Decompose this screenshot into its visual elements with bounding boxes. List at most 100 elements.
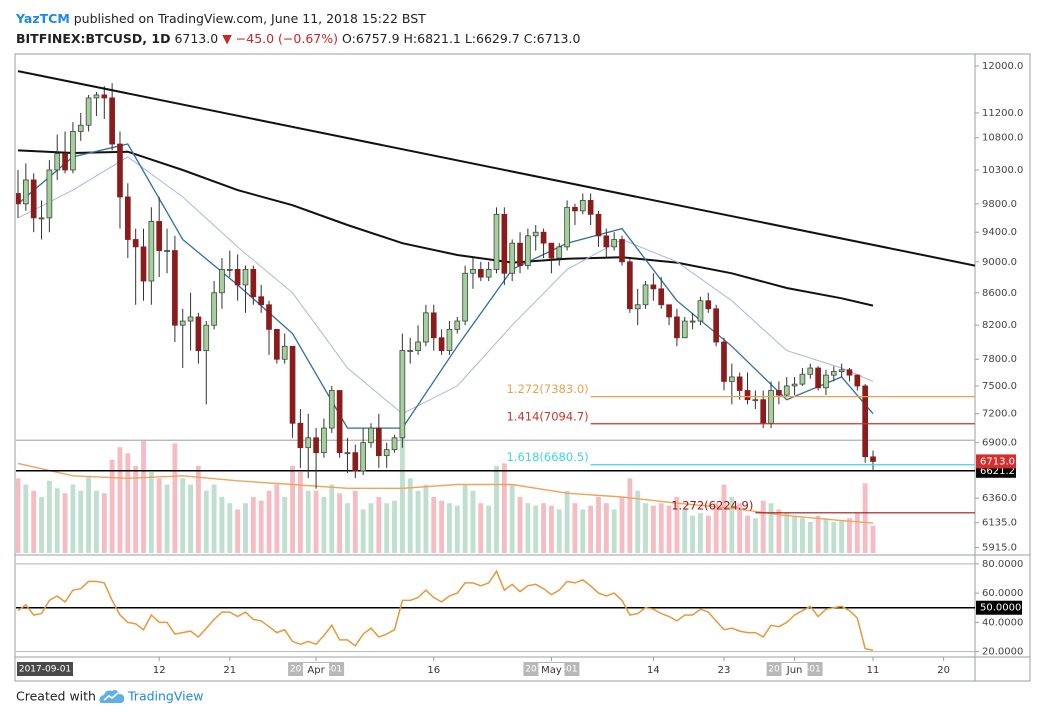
volume-bar [815,515,821,553]
volume-bar [564,490,570,553]
candle-body [360,442,366,472]
candle-body [815,367,821,389]
x-tick-label: 12 [153,665,166,676]
candle-body [509,242,516,274]
candle-body [164,250,170,252]
volume-bar [799,518,805,553]
candle-body [85,97,92,126]
volume-bar [847,518,852,553]
x-tick-bg [781,663,808,676]
volume-bar [219,496,225,553]
volume-bar [792,515,798,553]
x-tick-bg [420,663,447,676]
volume-bar [823,518,829,553]
y-tick-label: 10800.0 [982,133,1023,144]
volume-bar [839,520,845,553]
x-tick-bg [303,663,330,676]
candle-body [195,316,202,351]
candle-body [658,288,665,306]
candle-body [791,383,798,387]
volume-bar [266,490,272,553]
candle-body [30,179,37,219]
byline-row: YazTCM published on TradingView.com, Jun… [16,11,426,26]
candle-body [368,427,374,444]
volume-bar [337,493,343,553]
candle-body [274,328,280,360]
candle-body [838,369,845,372]
author[interactable]: YazTCM [16,11,70,26]
volume-bar [494,465,499,553]
volume-bar [776,509,782,553]
volume-bar [541,503,546,553]
volume-bar [62,493,68,553]
candle-body [266,304,272,330]
y-tick-label: 9000.0 [982,257,1017,268]
candle-body [721,341,727,382]
symbol: BITFINEX:BTCUSD, 1D [16,31,171,46]
volume-bar [78,490,84,553]
moving-average [17,156,874,415]
tradingview-logo[interactable] [99,690,125,703]
candle-body [689,320,696,323]
volume-bar [305,490,311,553]
volume-bar [501,463,507,553]
volume-bar [313,490,319,553]
volume-bar [360,509,366,553]
volume-bar [690,515,696,553]
volume-bar [392,500,397,553]
x-tick-label: 11 [867,665,880,676]
candle-body [376,427,382,457]
date-flag: 2017-09-01 [19,665,71,675]
candle-body [705,300,712,310]
candle-body [211,292,217,326]
volume-bar [195,465,201,553]
volume-bar [94,490,99,553]
candle-body [870,456,876,462]
candle-body [485,269,492,278]
chart-frame [14,53,1031,682]
volume-bar [133,465,139,553]
volume-bar [203,490,209,553]
volume-bar [509,484,515,553]
candle-body [46,169,53,219]
y-tick-label: 10300.0 [982,165,1023,176]
volume-bar [603,503,609,553]
y-tick-label: 9400.0 [982,227,1017,238]
candle-body [830,371,837,376]
candle-body [501,213,508,274]
candle-body [548,242,555,259]
candle-body [289,345,296,424]
candle-body [564,206,570,248]
candle-body [407,350,414,352]
candle-body [736,376,743,391]
candle-body [313,437,319,454]
moving-average [17,149,874,307]
volume-bar [415,490,421,553]
volume-bar [227,503,233,553]
candle-body [642,284,649,306]
candle-body [446,328,453,351]
y-tick-label: 11200.0 [982,108,1023,119]
candle-body [595,213,602,237]
candle-body [93,94,100,99]
candle-body [697,300,704,322]
x-tick-bg [216,663,243,676]
rsi-tick-label: 80.0000 [982,559,1023,570]
candle-body [148,221,155,282]
candle-body [768,390,774,424]
axis-label: 6621.2 [980,466,1015,477]
volume-bar [16,478,21,553]
rsi-tick-label: 60.0000 [982,588,1023,599]
fib-label: 1.618(6680.5) [506,450,588,464]
volume-bar [117,447,123,553]
volume-bar [70,484,76,553]
volume-bar [721,484,727,553]
footer-brand[interactable]: TradingView [127,689,204,704]
volume-bar [250,496,256,553]
volume-bar [180,478,186,553]
candle-body [807,367,814,375]
volume-bar [611,509,617,553]
candle-body [776,390,782,396]
y-tick-label: 5915.0 [982,543,1017,554]
